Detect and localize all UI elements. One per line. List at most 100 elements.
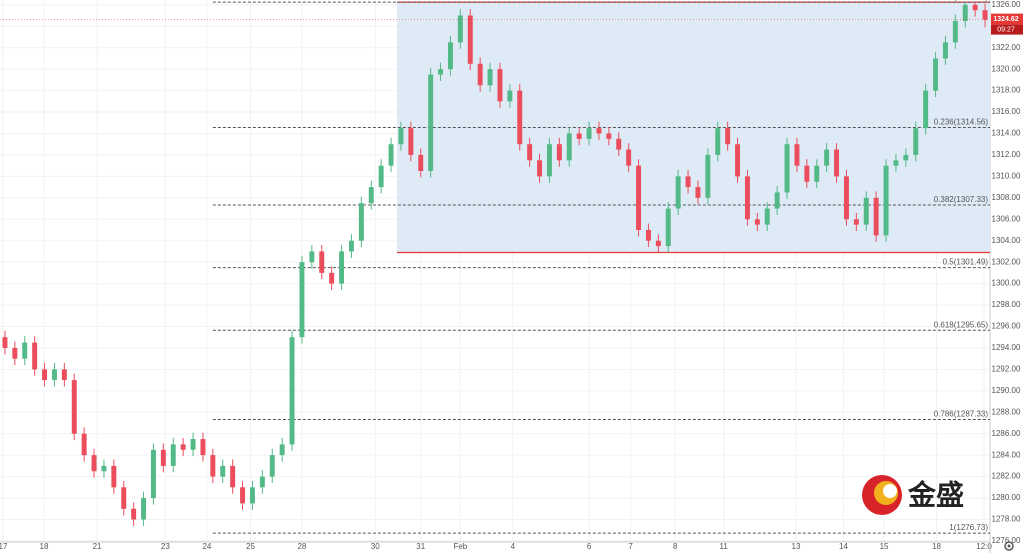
candle-body bbox=[180, 444, 186, 450]
candle-body bbox=[556, 144, 562, 161]
candle-body bbox=[269, 455, 275, 477]
candle-body bbox=[616, 138, 622, 150]
y-tick-label: 1316.00 bbox=[992, 107, 1021, 116]
candle-body bbox=[942, 42, 948, 59]
candle-body bbox=[61, 369, 67, 381]
candle-body bbox=[71, 380, 77, 434]
candle-body bbox=[863, 197, 869, 225]
candle-body bbox=[566, 133, 572, 161]
candle-body bbox=[586, 128, 592, 139]
y-tick-label: 1304.00 bbox=[992, 236, 1021, 245]
y-tick-label: 1318.00 bbox=[992, 86, 1021, 95]
candle-body bbox=[259, 476, 265, 488]
candle-body bbox=[150, 449, 156, 499]
candle-body bbox=[527, 144, 533, 161]
x-tick-label: 25 bbox=[246, 542, 255, 551]
candle-body bbox=[665, 208, 671, 247]
y-tick-label: 1276.00 bbox=[992, 536, 1021, 545]
candle-body bbox=[339, 251, 345, 284]
x-tick-label: 14 bbox=[839, 542, 848, 551]
y-tick-label: 1308.00 bbox=[992, 193, 1021, 202]
x-tick-label: 31 bbox=[416, 542, 425, 551]
candle-body bbox=[626, 149, 632, 166]
y-tick-label: 1288.00 bbox=[992, 407, 1021, 416]
x-tick-label: 15 bbox=[880, 542, 889, 551]
candle-body bbox=[101, 465, 107, 472]
candle-body bbox=[655, 240, 661, 247]
y-tick-label: 1306.00 bbox=[992, 214, 1021, 223]
candle-body bbox=[378, 165, 384, 188]
settings-icon[interactable] bbox=[1004, 541, 1014, 551]
y-tick-label: 1278.00 bbox=[992, 515, 1021, 524]
candle-body bbox=[170, 444, 176, 466]
candle-body bbox=[398, 128, 404, 145]
candle-body bbox=[952, 20, 958, 43]
gear-center[interactable] bbox=[1007, 544, 1011, 548]
candle-body bbox=[408, 128, 414, 155]
candle-body bbox=[289, 337, 295, 445]
candle-body bbox=[883, 165, 889, 236]
fib-label: 1(1276.73) bbox=[949, 523, 988, 532]
candle-body bbox=[596, 128, 602, 134]
candle-body bbox=[695, 187, 701, 198]
candle-body bbox=[903, 154, 909, 161]
y-tick-label: 1282.00 bbox=[992, 472, 1021, 481]
fib-label: 0.618(1295.65) bbox=[934, 320, 989, 329]
y-tick-label: 1310.00 bbox=[992, 171, 1021, 180]
fib-label: 0.5(1301.49) bbox=[943, 258, 989, 267]
candle-body bbox=[358, 203, 364, 241]
y-tick-label: 1300.00 bbox=[992, 279, 1021, 288]
candle-body bbox=[487, 69, 493, 86]
x-tick-label: 24 bbox=[202, 542, 211, 551]
candle-body bbox=[853, 219, 859, 225]
watermark-logo: 金盛 bbox=[862, 475, 964, 515]
watermark-text: 金盛 bbox=[907, 478, 964, 510]
candle-body bbox=[843, 176, 849, 220]
y-tick-label: 1298.00 bbox=[992, 300, 1021, 309]
price-tag bbox=[991, 13, 1023, 25]
candle-body bbox=[22, 342, 28, 359]
candle-body bbox=[230, 465, 236, 488]
candle-body bbox=[645, 229, 651, 241]
y-tick-label: 1312.00 bbox=[992, 150, 1021, 159]
y-tick-label: 1280.00 bbox=[992, 493, 1021, 502]
y-tick-label: 1302.00 bbox=[992, 257, 1021, 266]
candle-body bbox=[517, 90, 523, 145]
candle-body bbox=[309, 251, 315, 263]
fib-label: 0.786(1287.33) bbox=[934, 410, 989, 419]
candle-body bbox=[636, 165, 642, 230]
candle-body bbox=[368, 187, 374, 204]
candle-body bbox=[804, 165, 810, 182]
y-tick-label: 1314.00 bbox=[992, 129, 1021, 138]
candle-body bbox=[675, 176, 681, 209]
candle-body bbox=[923, 90, 929, 129]
candle-body bbox=[834, 149, 840, 177]
fib-label: 0.236(1314.56) bbox=[934, 118, 989, 127]
x-tick-label: 18 bbox=[40, 542, 49, 551]
candle-body bbox=[744, 176, 750, 220]
y-tick-label: 1284.00 bbox=[992, 450, 1021, 459]
candle-body bbox=[576, 133, 582, 139]
x-tick-label: 17 bbox=[0, 542, 8, 551]
y-tick-label: 1320.00 bbox=[992, 64, 1021, 73]
candle-body bbox=[319, 251, 325, 273]
y-tick-label: 1296.00 bbox=[992, 322, 1021, 331]
x-tick-label: Feb bbox=[453, 542, 467, 551]
candle-body bbox=[606, 133, 612, 139]
candle-body bbox=[190, 439, 196, 450]
x-tick-label: 6 bbox=[587, 542, 592, 551]
x-tick-label: 8 bbox=[673, 542, 678, 551]
candle-body bbox=[32, 342, 38, 370]
candle-body bbox=[715, 128, 721, 155]
candle-body bbox=[2, 337, 8, 348]
candle-body bbox=[428, 74, 434, 172]
candle-body bbox=[141, 498, 147, 520]
countdown-tag bbox=[991, 24, 1023, 35]
y-tick-label: 1290.00 bbox=[992, 386, 1021, 395]
gear[interactable] bbox=[1004, 541, 1014, 551]
x-tick-label: 21 bbox=[93, 542, 102, 551]
candle-body bbox=[81, 433, 87, 456]
x-tick-label: 4 bbox=[511, 542, 516, 551]
x-tick-label: 13 bbox=[792, 542, 801, 551]
candle-body bbox=[249, 487, 255, 504]
